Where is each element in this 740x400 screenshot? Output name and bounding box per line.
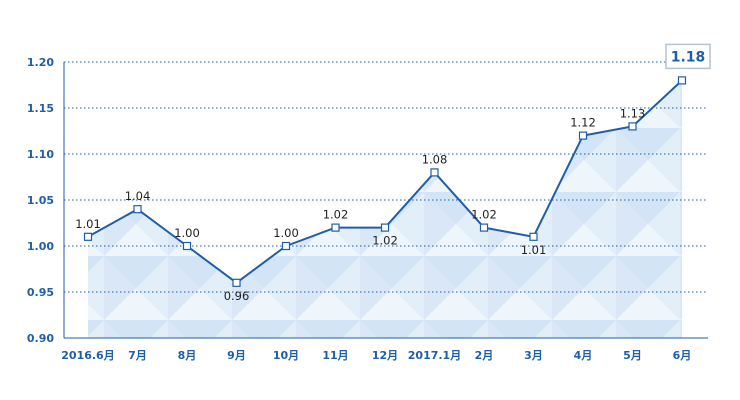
last-value-box	[665, 43, 711, 70]
data-label: 1.18	[671, 49, 706, 65]
x-tick-label: 7月	[128, 349, 147, 362]
gridlines	[64, 61, 708, 293]
x-tick-label: 10月	[273, 349, 299, 362]
x-tick-label: 11月	[322, 349, 348, 362]
y-tick-label: 1.05	[27, 194, 54, 207]
x-tick-label: 2017.1月	[408, 349, 461, 362]
data-label: 1.12	[570, 116, 596, 130]
area-fill-layer	[88, 80, 682, 339]
x-tick-label: 12月	[372, 349, 398, 362]
data-label: 1.13	[620, 106, 646, 120]
data-point	[529, 232, 538, 241]
axes	[63, 62, 708, 339]
x-tick-label: 9月	[227, 349, 246, 362]
data-label: 1.08	[422, 152, 448, 166]
data-label: 1.01	[75, 217, 101, 231]
y-tick-label: 1.00	[27, 240, 54, 253]
area-fill	[88, 80, 682, 339]
data-point	[331, 223, 340, 232]
data-label: 1.00	[174, 226, 200, 240]
y-tick-label: 1.15	[27, 102, 54, 115]
x-tick-label: 5月	[623, 349, 642, 362]
y-tick-label: 1.20	[27, 56, 54, 69]
x-tick-label: 6月	[673, 349, 692, 362]
data-label: 1.02	[323, 208, 349, 222]
data-label: 1.02	[372, 234, 398, 248]
data-point	[479, 223, 489, 232]
x-tick-label: 4月	[574, 349, 593, 362]
data-label: 1.01	[521, 243, 547, 257]
data-point	[133, 205, 142, 214]
data-label: 0.96	[224, 289, 250, 303]
data-point	[578, 131, 588, 140]
data-label: 1.04	[125, 189, 151, 203]
y-tick-label: 0.90	[27, 332, 54, 345]
x-tick-label: 3月	[524, 349, 543, 362]
data-point	[380, 223, 390, 232]
y-tick-label: 0.95	[27, 286, 54, 299]
x-tick-label: 2016.6月	[61, 349, 114, 362]
y-tick-label: 1.10	[27, 148, 54, 161]
data-point	[430, 168, 439, 177]
data-point	[677, 76, 687, 85]
data-point	[281, 241, 291, 251]
data-point	[83, 232, 93, 241]
data-label: 1.02	[471, 208, 497, 222]
markers-layer	[83, 76, 687, 287]
data-point	[232, 278, 241, 287]
labels-layer: 0.90 0.95 1.00 1.05 1.10 1.15 1.20 2016.6月 7月 8月 9…	[27, 43, 711, 362]
data-point	[628, 122, 637, 131]
x-tick-label: 2月	[475, 349, 494, 362]
data-label: 1.00	[273, 226, 299, 240]
x-tick-label: 8月	[178, 349, 197, 362]
data-point	[182, 241, 192, 251]
